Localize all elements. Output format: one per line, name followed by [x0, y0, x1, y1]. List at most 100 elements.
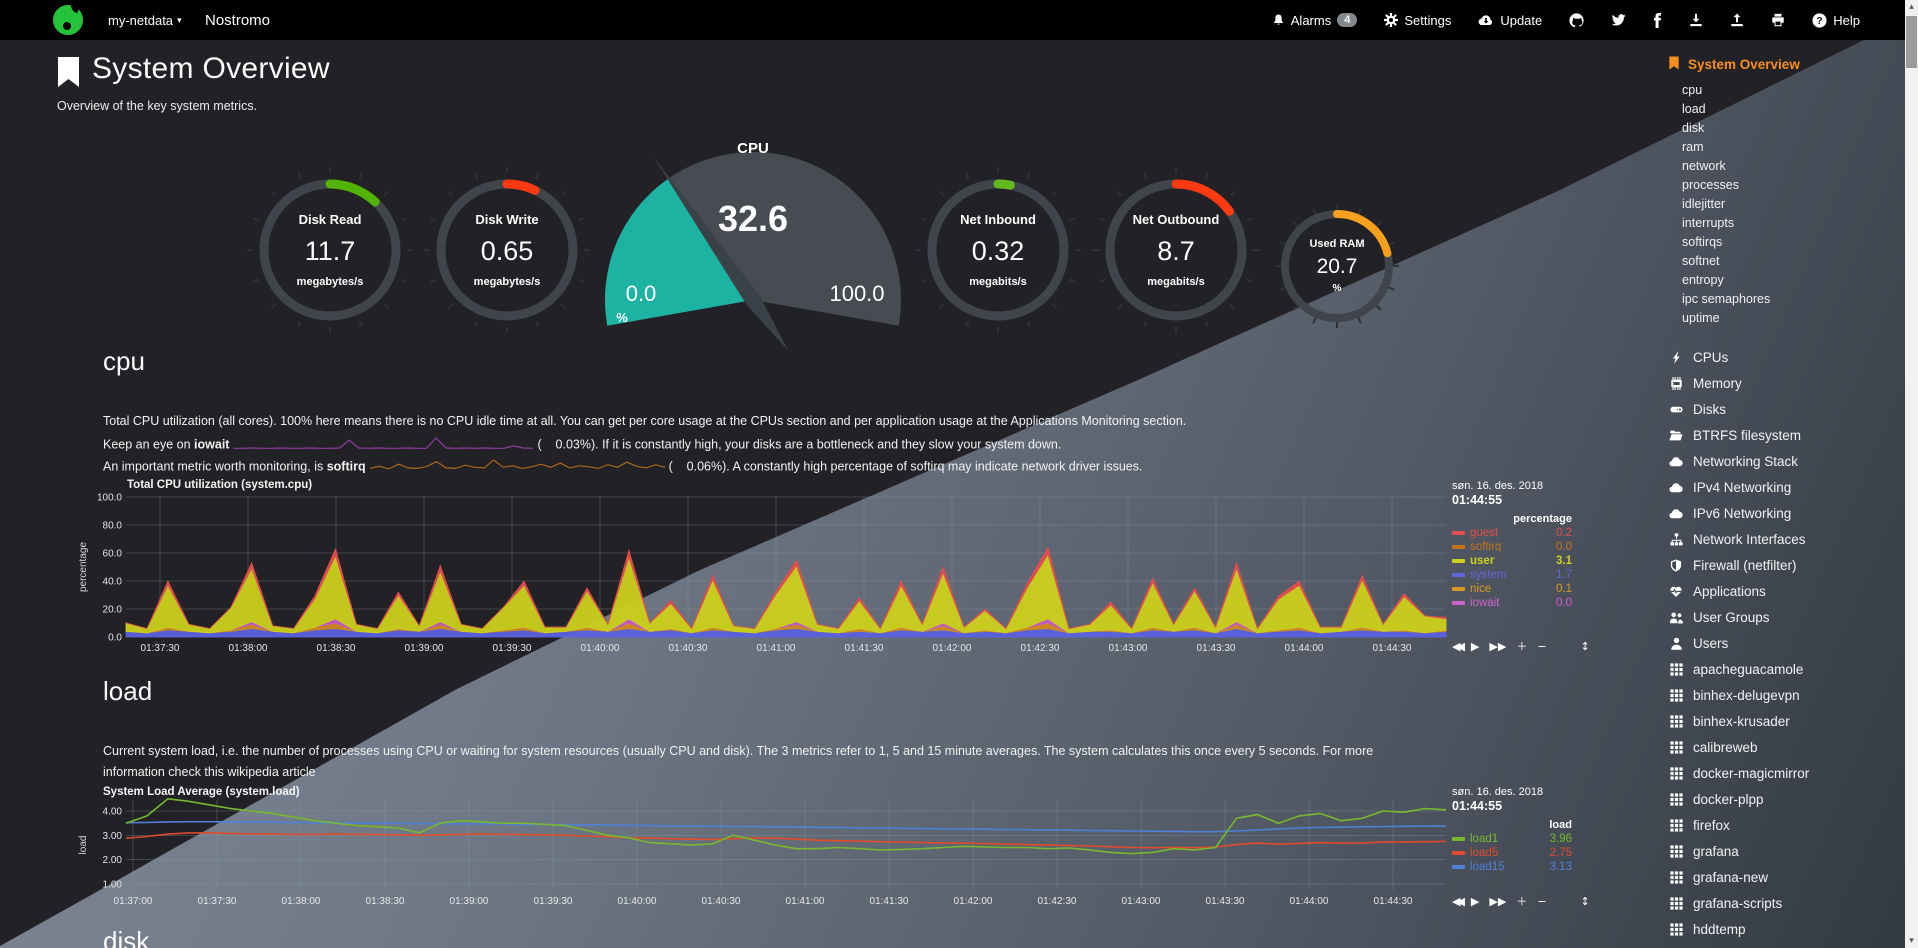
- zoom-out-icon[interactable]: −: [1537, 639, 1547, 653]
- nav-export-snapshot-icon[interactable]: [1689, 13, 1703, 27]
- th-grid-icon: [1668, 662, 1684, 676]
- th-grid-icon: [1668, 740, 1684, 754]
- legend-row-nice[interactable]: nice 0.1: [1452, 582, 1572, 595]
- twitter-icon: [1611, 13, 1626, 27]
- pan-forward-icon[interactable]: ▶▶: [1489, 639, 1507, 653]
- sidebar-item-memory[interactable]: Memory: [1668, 370, 1900, 396]
- sidebar-item-binhex-delugevpn[interactable]: binhex-delugevpn: [1668, 682, 1900, 708]
- sidebar-item-label: apacheguacamole: [1693, 661, 1804, 677]
- scrollbar-thumb[interactable]: [1906, 16, 1917, 68]
- sidebar-item-applications[interactable]: Applications: [1668, 578, 1900, 604]
- netdata-logo[interactable]: [53, 5, 83, 35]
- sidebar-item-processes[interactable]: processes: [1682, 177, 1739, 192]
- sidebar-item-load[interactable]: load: [1682, 101, 1706, 116]
- page-subtitle: Overview of the key system metrics.: [57, 99, 258, 113]
- hostname-dropdown[interactable]: my-netdata ▾: [108, 12, 182, 28]
- gauge-used-ram[interactable]: Used RAM 20.7%: [1269, 198, 1405, 334]
- sidebar-item-cpu[interactable]: cpu: [1682, 82, 1703, 97]
- legend-row-load1[interactable]: load1 3.96: [1452, 832, 1572, 845]
- zoom-in-icon[interactable]: ＋: [1516, 895, 1528, 908]
- sidebar-item-user-groups[interactable]: User Groups: [1668, 604, 1900, 630]
- sidebar-item-entropy[interactable]: entropy: [1682, 272, 1724, 287]
- gauge-net-inbound[interactable]: Net Inbound 0.32 megabits/s: [910, 162, 1086, 338]
- sidebar-item-network[interactable]: network: [1682, 158, 1726, 173]
- sidebar-item-idlejitter[interactable]: idlejitter: [1682, 196, 1726, 211]
- pan-forward-icon[interactable]: ▶▶: [1489, 894, 1507, 908]
- cpu-chart-toolbar: ◀◀ ▶ ▶▶ ＋ − ↕: [1452, 638, 1600, 654]
- scrollbar-up-arrow[interactable]: ▴: [1909, 2, 1914, 12]
- nav-import-snapshot-icon[interactable]: [1730, 13, 1744, 27]
- gauge-disk-write[interactable]: Disk Write 0.65 megabytes/s: [419, 162, 595, 338]
- gauge-disk-read[interactable]: Disk Read 11.7 megabytes/s: [242, 162, 418, 338]
- sidebar-item-grafana-scripts[interactable]: grafana-scripts: [1668, 890, 1900, 916]
- sidebar-item-label: binhex-krusader: [1693, 713, 1790, 729]
- sidebar-item-hddtemp[interactable]: hddtemp: [1668, 916, 1900, 942]
- nav-update-button[interactable]: Update: [1478, 13, 1542, 28]
- sidebar-item-firefox[interactable]: firefox: [1668, 812, 1900, 838]
- sidebar-item-calibreweb[interactable]: calibreweb: [1668, 734, 1900, 760]
- play-icon[interactable]: ▶: [1470, 639, 1480, 653]
- nav-github-icon[interactable]: [1569, 12, 1584, 28]
- legend-row-guest[interactable]: guest 0.2: [1452, 526, 1572, 539]
- zoom-in-icon[interactable]: ＋: [1516, 640, 1528, 653]
- sidebar-item-label: Users: [1693, 635, 1729, 651]
- load-description-2: information check this wikipedia article: [103, 765, 316, 779]
- sidebar-item-system-overview[interactable]: System Overview: [1668, 56, 1900, 73]
- scrollbar-down-arrow[interactable]: ▾: [1909, 936, 1914, 946]
- sidebar-item-btrfs-filesystem[interactable]: BTRFS filesystem: [1668, 422, 1900, 448]
- svg-text:01:39:00: 01:39:00: [405, 643, 444, 654]
- play-icon[interactable]: ▶: [1470, 894, 1480, 908]
- sidebar-item-uptime[interactable]: uptime: [1682, 310, 1720, 325]
- sidebar-item-interrupts[interactable]: interrupts: [1682, 215, 1735, 230]
- sidebar-item-ipv4-networking[interactable]: IPv4 Networking: [1668, 474, 1900, 500]
- sidebar-item-docker-plpp[interactable]: docker-plpp: [1668, 786, 1900, 812]
- sidebar-item-networking-stack[interactable]: Networking Stack: [1668, 448, 1900, 474]
- sidebar-item-grafana[interactable]: grafana: [1668, 838, 1900, 864]
- legend-row-load5[interactable]: load5 2.75: [1452, 846, 1572, 859]
- sidebar-item-disks[interactable]: Disks: [1668, 396, 1900, 422]
- svg-text:01:42:00: 01:42:00: [954, 896, 993, 907]
- sidebar-item-grafana-new[interactable]: grafana-new: [1668, 864, 1900, 890]
- sidebar-item-ipc-semaphores[interactable]: ipc semaphores: [1682, 291, 1771, 306]
- sidebar-item-firewall-netfilter[interactable]: Firewall (netfilter): [1668, 552, 1900, 578]
- sidebar-item-label: calibreweb: [1693, 739, 1758, 755]
- legend-row-softirq[interactable]: softirq 0.0: [1452, 540, 1572, 553]
- pan-backward-icon[interactable]: ◀◀: [1452, 894, 1465, 908]
- sidebar-item-cpus[interactable]: CPUs: [1668, 344, 1900, 370]
- legend-series-name: iowait: [1470, 596, 1500, 609]
- sidebar-item-label: binhex-delugevpn: [1693, 687, 1800, 703]
- page-scrollbar[interactable]: ▴ ▾: [1905, 0, 1918, 948]
- nav-print-icon[interactable]: [1771, 13, 1785, 27]
- gauge-net-outbound[interactable]: Net Outbound 8.7 megabits/s: [1088, 162, 1264, 338]
- pan-backward-icon[interactable]: ◀◀: [1452, 639, 1465, 653]
- nav-settings-button[interactable]: Settings: [1384, 13, 1451, 28]
- sidebar-item-binhex-krusader[interactable]: binhex-krusader: [1668, 708, 1900, 734]
- sidebar-item-ipv6-networking[interactable]: IPv6 Networking: [1668, 500, 1900, 526]
- nav-twitter-icon[interactable]: [1611, 13, 1626, 27]
- svg-text:?: ?: [1817, 15, 1823, 26]
- resize-icon[interactable]: ↕: [1580, 639, 1590, 653]
- sidebar-item-ram[interactable]: ram: [1682, 139, 1704, 154]
- zoom-out-icon[interactable]: −: [1537, 894, 1547, 908]
- nav-facebook-icon[interactable]: [1653, 12, 1662, 28]
- sidebar-item-disk[interactable]: disk: [1682, 120, 1705, 135]
- sidebar-item-docker-magicmirror[interactable]: docker-magicmirror: [1668, 760, 1900, 786]
- sidebar-item-label: Networking Stack: [1693, 453, 1799, 469]
- nav-alarms-button[interactable]: Alarms 4: [1272, 13, 1358, 28]
- load-chart[interactable]: 4.00 3.00 2.00 1.00 01:37:00 01:37:30 01:38:00…: [60, 790, 1460, 915]
- cpu-chart[interactable]: 100.0 80.0 60.0 40.0 20.0 0.0 01:37:30 01:38:00…: [60, 484, 1460, 659]
- legend-row-system[interactable]: system 1.7: [1452, 568, 1572, 581]
- legend-row-load15[interactable]: load15 3.13: [1452, 860, 1572, 873]
- sidebar-item-network-interfaces[interactable]: Network Interfaces: [1668, 526, 1900, 552]
- nav-help-button[interactable]: ? Help: [1812, 13, 1860, 28]
- legend-row-user[interactable]: user 3.1: [1452, 554, 1572, 567]
- gauge-cpu[interactable]: [583, 120, 923, 370]
- folder-open-icon: [1668, 429, 1684, 442]
- legend-row-iowait[interactable]: iowait 0.0: [1452, 596, 1572, 609]
- sidebar-item-apacheguacamole[interactable]: apacheguacamole: [1668, 656, 1900, 682]
- sidebar-item-softnet[interactable]: softnet: [1682, 253, 1720, 268]
- sidebar-item-softirqs[interactable]: softirqs: [1682, 234, 1723, 249]
- memory-icon: [1668, 376, 1684, 390]
- sidebar-item-users[interactable]: Users: [1668, 630, 1900, 656]
- resize-icon[interactable]: ↕: [1580, 894, 1590, 908]
